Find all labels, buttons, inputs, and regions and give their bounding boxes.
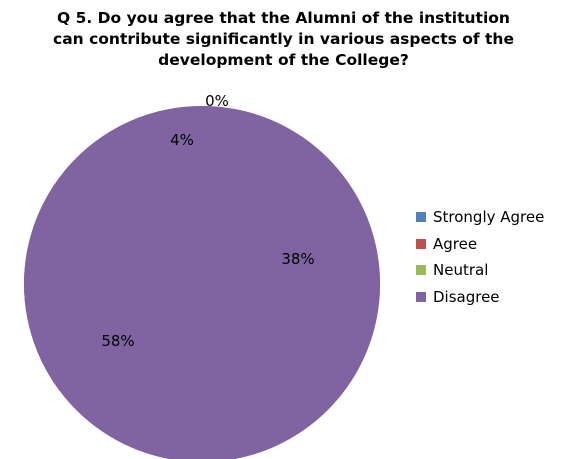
legend-swatch-disagree [416,291,426,302]
chart-title-line-1: Q 5. Do you agree that the Alumni of the… [57,9,510,27]
legend-item-agree: Agree [416,231,544,258]
legend-item-disagree: Disagree [416,284,544,311]
chart-title-line-3: development of the College? [158,51,409,69]
data-label-neutral: 4% [170,131,194,149]
pie-slice-strongly-agree [202,106,381,414]
legend-item-neutral: Neutral [416,257,544,284]
data-label-agree: 58% [101,332,134,350]
pie-slice-agree [24,111,324,459]
data-label-strongly-agree: 38% [281,250,314,268]
legend-item-strongly-agree: Strongly Agree [416,204,544,231]
chart-title: Q 5. Do you agree that the Alumni of the… [0,8,567,71]
legend-swatch-neutral [416,265,426,276]
chart-title-line-2: can contribute significantly in various … [53,30,514,48]
legend-label-disagree: Disagree [433,287,500,306]
legend-label-strongly-agree: Strongly Agree [433,208,545,227]
legend-label-neutral: Neutral [433,261,489,280]
legend-label-agree: Agree [433,234,478,253]
legend-swatch-strongly-agree [416,212,426,223]
data-label-disagree: 0% [205,92,229,110]
chart-legend: Strongly Agree Agree Neutral Disagree [416,204,544,310]
legend-swatch-agree [416,238,426,249]
pie-slice-neutral [157,106,202,284]
